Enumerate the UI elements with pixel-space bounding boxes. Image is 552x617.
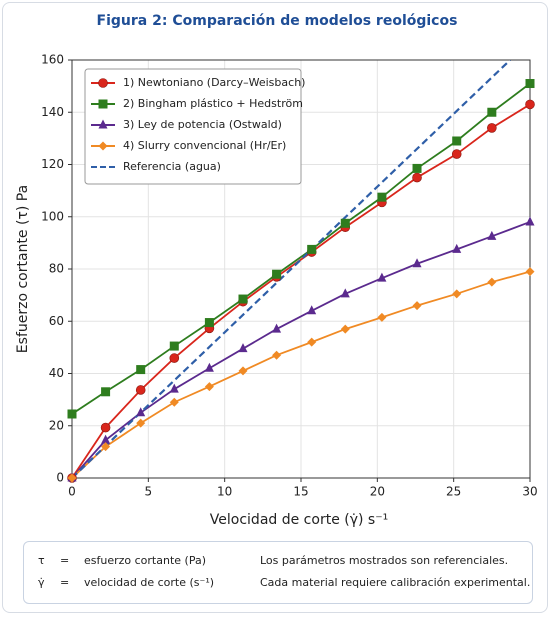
legend-label: Referencia (agua) [123,160,221,173]
marker [272,269,282,279]
x-tick-label: 15 [293,485,308,499]
marker [169,383,179,393]
marker [452,289,462,299]
marker [272,323,282,333]
marker [340,324,350,334]
series-line [72,103,530,478]
x-tick-label: 25 [446,485,461,499]
marker [67,473,77,483]
legend-marker [98,78,108,88]
x-tick-label: 30 [522,485,537,499]
series-line [72,82,530,415]
marker [412,301,422,311]
marker [67,409,77,419]
series-line [72,221,530,478]
x-tick-label: 5 [145,485,153,499]
marker [377,192,387,202]
marker [307,337,317,347]
marker [377,312,387,322]
marker [525,267,535,277]
marker [412,258,422,268]
marker [525,216,535,226]
marker [136,407,146,417]
legend-label: 4) Slurry convencional (Hr/Er) [123,139,286,152]
x-tick-label: 10 [217,485,232,499]
chart: Figura 2: Comparación de modelos reológi… [15,13,538,528]
marker [452,136,462,146]
marker [169,397,179,407]
marker [101,442,111,452]
marker [238,366,248,376]
symbol: τ [38,554,45,567]
marker [452,243,462,253]
marker [101,434,111,444]
marker [169,353,180,363]
x-axis-label: Velocidad de corte (γ̇) s⁻¹ [210,512,388,528]
marker [451,149,462,159]
marker [204,382,214,392]
symbol: γ̇ [38,576,45,589]
legend-label: 1) Newtoniano (Darcy–Weisbach) [123,76,305,89]
legend-marker [98,99,108,109]
marker [204,362,214,372]
marker [340,288,350,298]
legend-label: 2) Bingham plástico + Hedström [123,97,303,110]
marker [487,107,497,117]
marker [204,318,214,328]
marker [487,230,497,240]
y-tick-label: 80 [49,262,64,276]
marker [135,385,146,395]
marker [169,341,179,351]
x-tick-label: 20 [370,485,385,499]
marker [272,350,282,360]
legend-label: 3) Ley de potencia (Ostwald) [123,118,282,131]
marker [100,422,111,433]
x-tick-label: 0 [68,485,76,499]
marker [307,244,317,254]
y-tick-label: 0 [56,471,64,485]
card: Figura 2: Comparación de modelos reológi… [2,2,548,613]
legend-marker [98,119,108,129]
marker [525,79,535,89]
marker [377,272,387,282]
equals: = [60,576,70,589]
y-tick-label: 120 [41,157,64,171]
marker [136,418,146,428]
definition: velocidad de corte (s⁻¹) [84,576,215,589]
legend-marker [98,141,108,151]
marker [525,99,535,110]
equals: = [60,554,70,567]
definition: esfuerzo cortante (Pa) [84,554,206,567]
y-tick-label: 100 [41,209,64,223]
remark: Los parámetros mostrados son referencial… [260,554,509,567]
marker [412,163,422,173]
y-tick-label: 20 [49,418,64,432]
marker [487,277,497,287]
marker [238,343,248,353]
chart-title: Figura 2: Comparación de modelos reológi… [97,13,458,29]
plot-area [72,60,530,478]
series-line [72,270,530,478]
legend-box [84,68,302,185]
marker [412,172,422,183]
marker [340,218,350,228]
marker [101,387,111,397]
marker [487,123,497,133]
y-tick-label: 40 [49,366,64,380]
marker [136,365,146,375]
marker [238,294,248,304]
marker [307,305,317,315]
y-tick-label: 160 [41,53,64,67]
notes-box: τ = esfuerzo cortante (Pa) γ̇ = velocidad de … [23,541,533,604]
y-axis-label: Esfuerzo cortante (τ) Pa [15,185,31,353]
y-tick-label: 140 [41,105,64,119]
remark: Cada material requiere calibración exper… [260,576,531,589]
series-line [72,60,511,478]
y-tick-label: 60 [49,314,64,328]
